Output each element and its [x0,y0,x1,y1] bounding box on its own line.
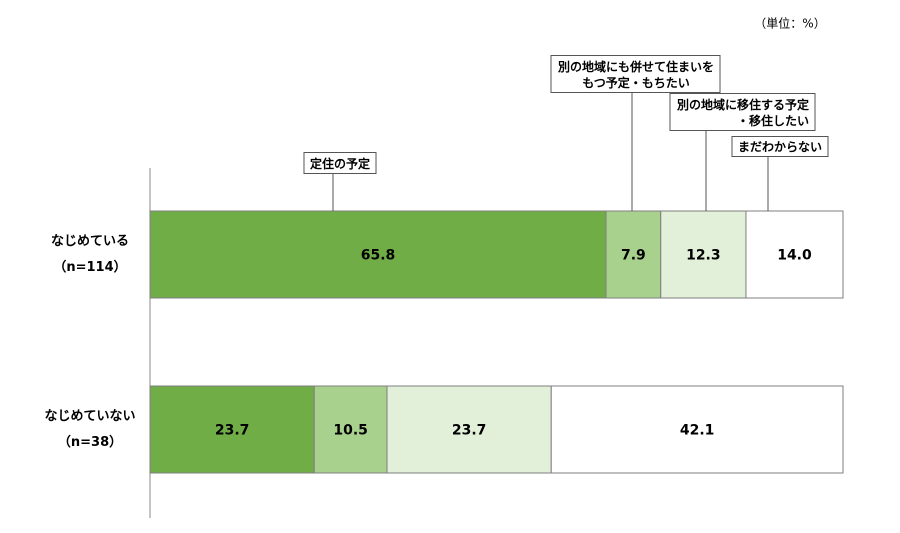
legend-label: まだわからない [738,140,822,154]
legend-box [303,152,377,174]
bar-segment [313,385,388,474]
category-label: なじめていない [44,409,135,424]
value-label: 23.7 [215,423,250,439]
value-label: 7.9 [621,248,646,264]
legend-label: 別の地域にも併せて住まいをもつ予定・もちたい [557,59,714,90]
legend-box [731,136,829,157]
value-label: 12.3 [686,248,721,264]
bar-segment [660,210,747,299]
bar-segment [550,385,844,474]
legend-label: 別の地域に移住する予定・移住したい [676,97,809,128]
bar-segment [605,210,662,299]
category-label: なじめている [51,234,129,249]
legend-callout: 別の地域にも併せて住まいをもつ予定・もちたい [550,55,721,211]
category-label: （n=114） [53,259,126,275]
legend-callout: まだわからない [731,136,829,211]
bar-segment [745,210,844,299]
legend-callout: 定住の予定 [303,152,377,211]
legend-callout: 別の地域に移住する予定・移住したい [669,93,816,211]
value-label: 65.8 [361,248,396,264]
unit-note: （単位：%） [754,16,825,31]
category-label: （n=38） [58,434,122,450]
value-label: 14.0 [777,248,812,264]
value-label: 42.1 [680,423,715,439]
value-label: 10.5 [333,423,368,439]
legend-label: 定住の予定 [310,156,370,171]
legend-box [550,55,721,93]
legend-box [669,93,816,131]
bar-segment [149,210,607,299]
value-label: 23.7 [452,423,487,439]
